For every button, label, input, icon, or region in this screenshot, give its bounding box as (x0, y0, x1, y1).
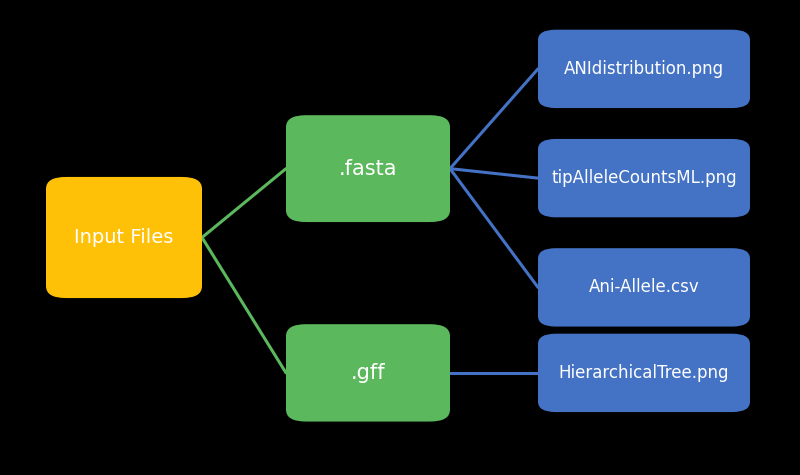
Text: .gff: .gff (350, 363, 386, 383)
FancyBboxPatch shape (286, 324, 450, 422)
FancyBboxPatch shape (538, 29, 750, 108)
FancyBboxPatch shape (286, 115, 450, 222)
Text: .fasta: .fasta (338, 159, 398, 179)
FancyBboxPatch shape (46, 177, 202, 298)
Text: Ani-Allele.csv: Ani-Allele.csv (589, 278, 699, 296)
FancyBboxPatch shape (538, 333, 750, 412)
Text: tipAlleleCountsML.png: tipAlleleCountsML.png (551, 169, 737, 187)
Text: HierarchicalTree.png: HierarchicalTree.png (558, 364, 730, 382)
FancyBboxPatch shape (538, 248, 750, 327)
FancyBboxPatch shape (538, 139, 750, 218)
Text: Input Files: Input Files (74, 228, 174, 247)
Text: ANIdistribution.png: ANIdistribution.png (564, 60, 724, 78)
